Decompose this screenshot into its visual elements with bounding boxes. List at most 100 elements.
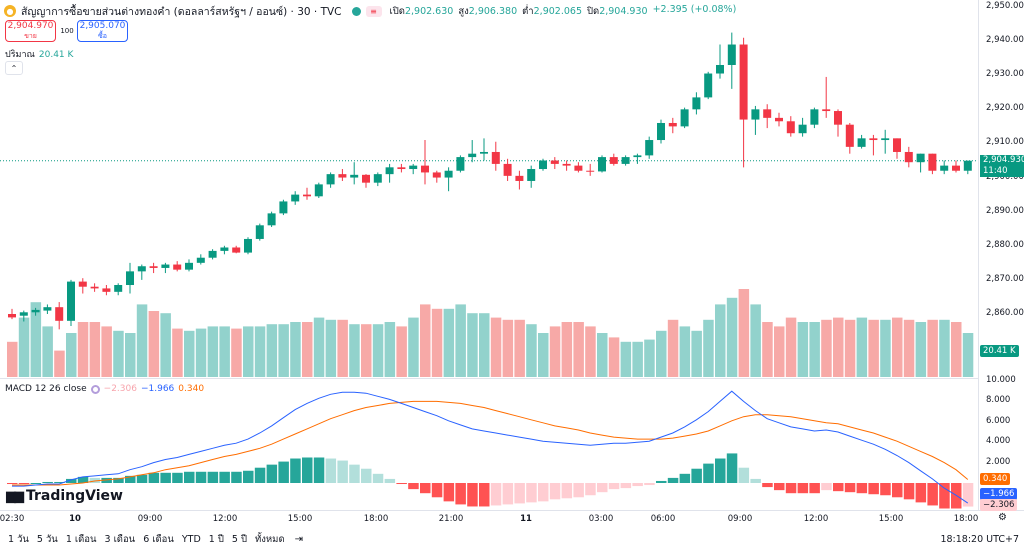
candle-body	[539, 160, 547, 170]
candle-body	[126, 271, 134, 286]
price-tick-label: 2,910.000	[986, 137, 1024, 148]
volume-bar	[809, 322, 820, 377]
go-to-date-icon[interactable]: ⇥	[294, 534, 304, 545]
volume-bar	[266, 324, 278, 377]
volume-bar	[467, 313, 478, 377]
price-tick-label: 2,860.000	[986, 308, 1024, 318]
price-tick-label: 2,930.000	[986, 69, 1024, 80]
volume-bar	[951, 322, 962, 377]
macd-histogram-bar	[856, 483, 868, 494]
volume-bar	[219, 326, 230, 377]
volume-bar	[927, 319, 938, 377]
candle-body	[834, 111, 842, 125]
macd-histogram-bar	[337, 460, 348, 483]
macd-histogram-bar	[290, 458, 301, 483]
candle-body	[444, 170, 453, 178]
macd-histogram-bar	[750, 478, 761, 483]
macd-tick-label: 2.000	[986, 456, 1011, 467]
range-button[interactable]: 3 เดือน	[104, 534, 136, 545]
candle-body	[67, 281, 75, 321]
macd-histogram-bar	[219, 471, 230, 483]
range-button[interactable]: 5 ปี	[231, 534, 248, 545]
macd-histogram-bar	[125, 475, 136, 483]
candle-body	[810, 109, 819, 125]
macd-histogram-bar	[266, 464, 278, 483]
symbol-header[interactable]: ● สัญญาการซื้อขายส่วนต่างทองคำ (ดอลลาร์ส…	[4, 3, 736, 19]
volume-bar	[821, 319, 832, 377]
volume-bar	[703, 319, 714, 377]
candle-body	[244, 238, 252, 253]
candle-body	[8, 314, 16, 318]
macd-histogram-bar	[915, 483, 927, 503]
time-tick-label: 06:00	[650, 514, 676, 524]
range-button[interactable]: 6 เดือน	[143, 534, 174, 545]
volume-bar	[302, 322, 313, 377]
candle-body	[432, 172, 441, 178]
macd-histogram-bar	[467, 483, 478, 507]
volume-bar	[597, 333, 608, 377]
collapse-legend-button[interactable]: ⌃	[5, 61, 23, 75]
flag-icon[interactable]: ≡	[365, 5, 382, 17]
macd-legend[interactable]: MACD 12 26 close −2.306 −1.966 0.340	[5, 384, 205, 394]
candle-body	[904, 151, 913, 163]
macd-histogram-bar	[349, 464, 360, 483]
volume-bar	[526, 324, 537, 377]
macd-histogram-bar	[278, 461, 289, 483]
volume-bar	[892, 317, 903, 377]
volume-bar	[372, 324, 384, 377]
volume-bar	[549, 326, 561, 377]
range-button[interactable]: 1 เดือน	[65, 534, 97, 545]
range-button[interactable]: YTD	[181, 534, 201, 545]
volume-bar	[290, 322, 301, 377]
indicator-settings-icon[interactable]	[90, 384, 100, 394]
candle-body	[55, 307, 64, 321]
macd-histogram-bar	[54, 481, 65, 483]
volume-bar	[715, 304, 726, 377]
macd-histogram-bar	[703, 463, 714, 483]
candle-body	[692, 97, 701, 110]
candle-body	[775, 117, 783, 122]
clock[interactable]: 18:18:20 UTC+7	[940, 534, 1019, 545]
macd-histogram-bar	[195, 471, 207, 483]
candle-body	[409, 165, 418, 170]
macd-tick-label: 6.000	[986, 415, 1011, 426]
buy-button[interactable]: 2,905.070 ซื้อ	[77, 20, 128, 42]
macd-histogram-bar	[785, 483, 797, 494]
volume-bar	[726, 297, 738, 377]
tradingview-logo[interactable]: ▆▆ TradingView	[6, 488, 123, 504]
settings-gear-icon[interactable]: ⚙	[998, 512, 1007, 523]
time-tick-label: 15:00	[287, 514, 313, 524]
range-button[interactable]: 1 วัน	[8, 534, 29, 545]
candle-body	[255, 225, 264, 239]
candles	[8, 32, 972, 330]
macd-histogram-bar	[762, 483, 773, 488]
volume-bar	[243, 326, 254, 377]
volume-bar	[455, 304, 466, 377]
range-button[interactable]: 1 ปี	[208, 534, 224, 545]
sell-button[interactable]: 2,904.970 ขาย	[5, 20, 56, 42]
volume-bar	[431, 308, 443, 377]
macd-histogram-bar	[608, 483, 620, 490]
time-tick-label: 03:00	[588, 514, 614, 524]
time-tick-label: 18:00	[363, 514, 389, 524]
volume-bar	[774, 326, 785, 377]
range-button[interactable]: 5 วัน	[36, 534, 58, 545]
volume-bar	[667, 319, 679, 377]
macd-histogram-bar	[243, 470, 254, 483]
volume-bar	[420, 304, 431, 377]
time-tick-label: 09:00	[727, 514, 753, 524]
candle-body	[822, 109, 831, 112]
time-tick-label: 10	[69, 514, 81, 524]
price-tick-label: 2,880.000	[986, 239, 1024, 250]
candle-body	[550, 160, 559, 164]
volume-bar	[113, 330, 124, 377]
range-button[interactable]: ทั้งหมด	[255, 534, 285, 545]
candle-body	[491, 151, 500, 164]
volume-legend[interactable]: ปริมาณ 20.41 K	[5, 50, 74, 60]
symbol-title[interactable]: สัญญาการซื้อขายส่วนต่างทองคำ (ดอลลาร์สหร…	[21, 5, 342, 18]
macd-histogram-bar	[325, 458, 337, 483]
candle-body	[267, 213, 276, 226]
macd-histogram-bar	[313, 457, 325, 483]
macd-tick-label: 8.000	[986, 395, 1011, 406]
